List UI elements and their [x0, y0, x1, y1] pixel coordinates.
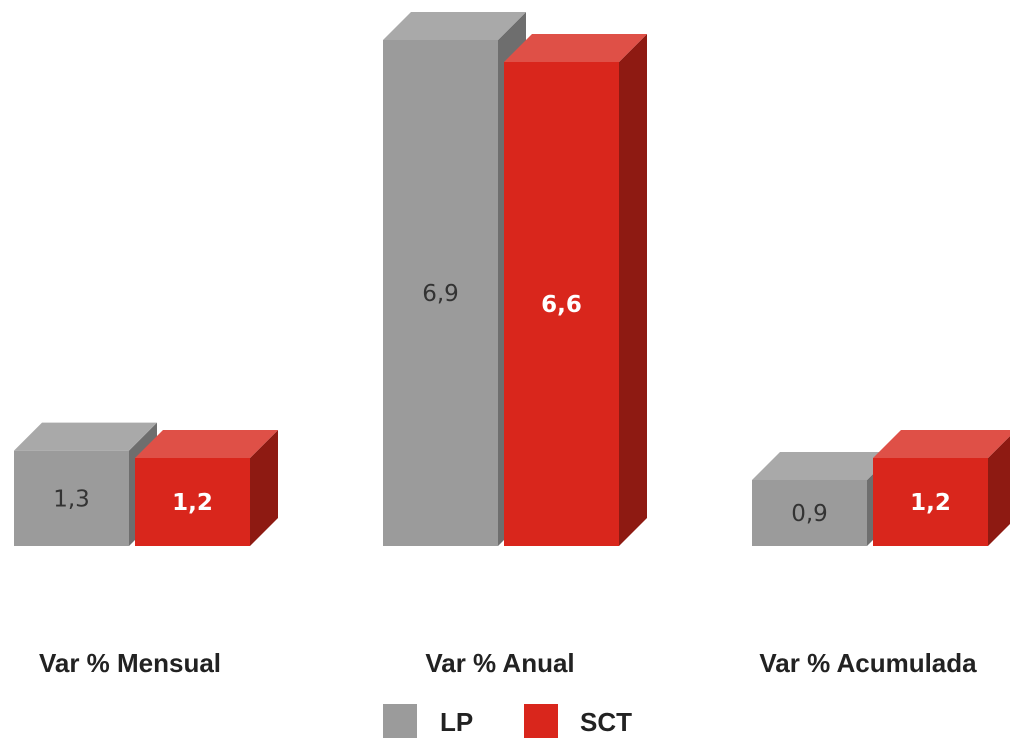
bar-group-0: 1,3 1,2: [14, 422, 278, 546]
data-label-sct-2: 1,2: [910, 490, 951, 516]
bar-sct-0: [135, 458, 250, 546]
bar-sct-1-side: [619, 34, 647, 546]
category-label-0: Var % Mensual: [39, 648, 221, 678]
bar-lp-2-top: [752, 452, 895, 480]
category-label-1: Var % Anual: [425, 648, 574, 678]
category-label-2: Var % Acumulada: [759, 648, 977, 678]
bar-sct-0-side: [250, 430, 278, 546]
bar-group-2: 0,9 1,2: [752, 430, 1010, 546]
bar-lp-2: [752, 480, 867, 546]
bar-lp-0: [14, 450, 129, 546]
legend-label-lp: LP: [440, 707, 473, 737]
data-label-sct-1: 6,6: [541, 292, 582, 318]
bar-lp-0-top: [14, 422, 157, 451]
bar-group-1: 6,9 6,6: [383, 12, 647, 546]
data-label-lp-1: 6,9: [422, 281, 459, 307]
legend-label-sct: SCT: [580, 707, 632, 737]
bar-sct-2: [873, 458, 988, 546]
bar-lp-1: [383, 40, 498, 546]
data-label-sct-0: 1,2: [172, 490, 213, 516]
bar-sct-1: [504, 62, 619, 546]
legend-swatch-sct: [524, 704, 558, 738]
data-label-lp-2: 0,9: [791, 501, 828, 527]
bar-sct-0-top: [135, 430, 278, 458]
bar-sct-1-top: [504, 34, 647, 62]
legend: LP SCT: [383, 704, 632, 738]
bar-sct-2-side: [988, 436, 1010, 546]
bar-lp-1-top: [383, 12, 526, 40]
legend-swatch-lp: [383, 704, 417, 738]
data-label-lp-0: 1,3: [53, 486, 90, 512]
bar-sct-2-top: [873, 430, 1010, 458]
